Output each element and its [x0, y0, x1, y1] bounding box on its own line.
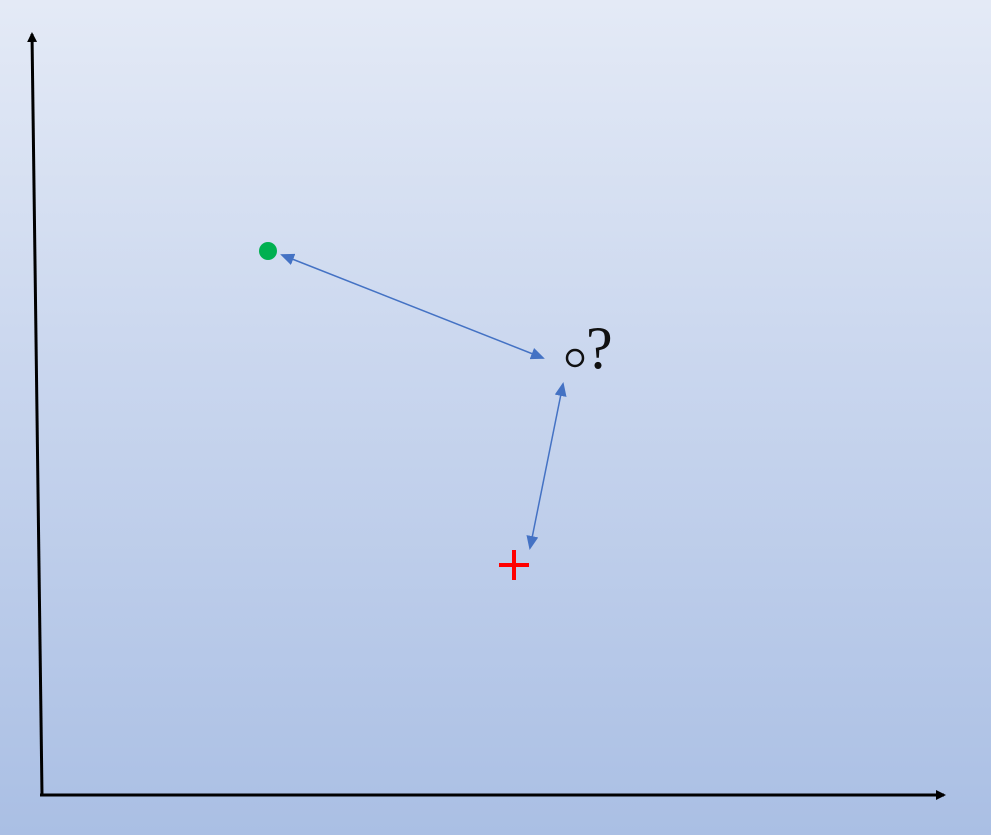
arrow-query-to-red [526, 382, 567, 550]
arrow-query-to-green [280, 253, 545, 360]
red-point [499, 550, 529, 580]
query-point [565, 348, 585, 368]
green-point [259, 242, 277, 260]
query-label: ? [586, 315, 613, 381]
y-axis [27, 32, 44, 796]
